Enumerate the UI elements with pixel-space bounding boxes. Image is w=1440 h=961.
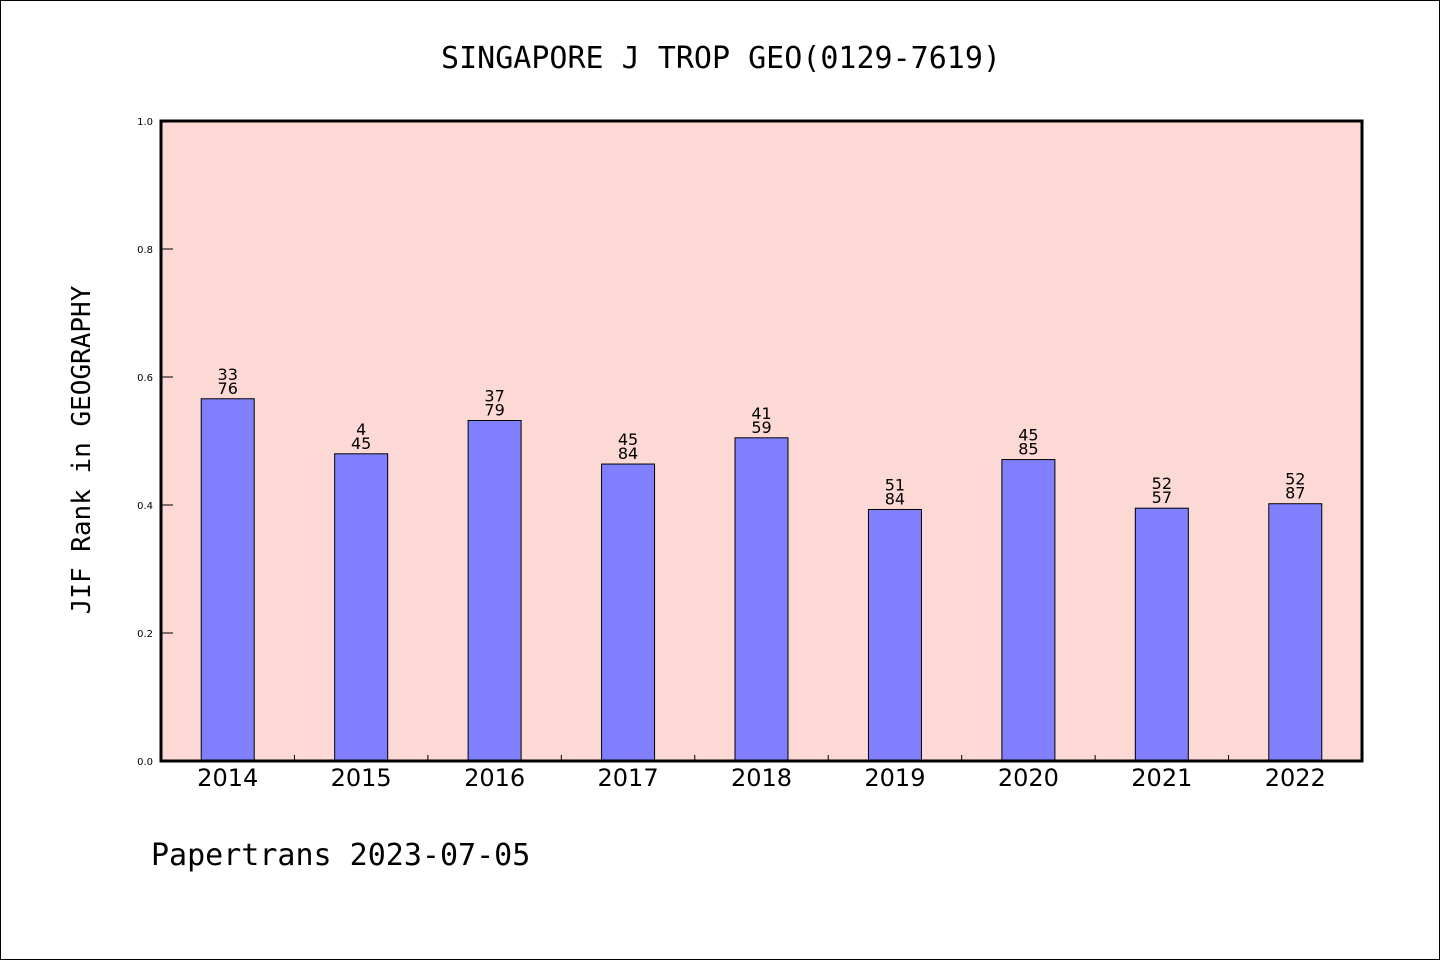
- bar-label-top-2018: 41: [751, 404, 771, 423]
- bar-label-bottom-2022: 87: [1285, 484, 1305, 503]
- bar-label-bottom-2016: 79: [484, 401, 504, 420]
- bar-label-bottom-2017: 84: [618, 444, 638, 463]
- chart-title: SINGAPORE J TROP GEO(0129-7619): [441, 41, 1001, 76]
- bar-2022: [1268, 503, 1323, 762]
- x-tick-label-2022: 2022: [1265, 764, 1326, 792]
- bar-label-bottom-2018: 59: [751, 418, 771, 437]
- bar-label-bottom-2019: 84: [885, 489, 905, 508]
- bar-label-bottom-2014: 76: [218, 379, 238, 398]
- bar-label-top-2020: 45: [1018, 426, 1038, 445]
- x-tick-label-2019: 2019: [864, 764, 925, 792]
- x-tick-label-2021: 2021: [1131, 764, 1192, 792]
- bar-2020: [1001, 459, 1056, 762]
- bar-2021: [1134, 507, 1189, 762]
- x-tick-label-2017: 2017: [598, 764, 659, 792]
- y-tick-label: 1.0: [137, 117, 153, 128]
- bar-label-bottom-2020: 85: [1018, 440, 1038, 459]
- x-tick-label-2015: 2015: [331, 764, 392, 792]
- y-axis-label: JIF Rank in GEOGRAPHY: [67, 285, 97, 614]
- bar-label-top-2016: 37: [484, 387, 504, 406]
- x-tick-label-2018: 2018: [731, 764, 792, 792]
- bar-label-top-2022: 52: [1285, 470, 1305, 489]
- y-tick-label: 0.6: [137, 373, 153, 384]
- bar-label-top-2015: 4: [356, 420, 366, 439]
- bar-label-bottom-2021: 57: [1152, 488, 1172, 507]
- bar-2017: [601, 463, 656, 762]
- bar-label-top-2019: 51: [885, 475, 905, 494]
- x-tick-label-2016: 2016: [464, 764, 525, 792]
- bar-2019: [867, 508, 922, 762]
- bar-2014: [200, 398, 255, 762]
- bar-2015: [334, 453, 389, 762]
- bar-label-bottom-2015: 45: [351, 434, 371, 453]
- y-tick-label: 0.4: [137, 501, 153, 512]
- plot-border: [159, 119, 1364, 763]
- bar-label-top-2021: 52: [1152, 474, 1172, 493]
- bar-2016: [467, 420, 522, 762]
- x-ticks-group: 2014 2015 2016 2017 2018 2019 2020 2021 2022: [197, 755, 1326, 792]
- y-tick-label: 0.0: [137, 757, 153, 768]
- x-tick-label-2020: 2020: [998, 764, 1059, 792]
- y-tick-label: 0.8: [137, 245, 153, 256]
- y-tick-label: 0.2: [137, 629, 153, 640]
- x-tick-label-2014: 2014: [197, 764, 258, 792]
- bar-2018: [734, 437, 789, 762]
- footer-text: Papertrans 2023-07-05: [151, 838, 530, 873]
- bar-label-top-2014: 33: [218, 365, 238, 384]
- bar-label-top-2017: 45: [618, 430, 638, 449]
